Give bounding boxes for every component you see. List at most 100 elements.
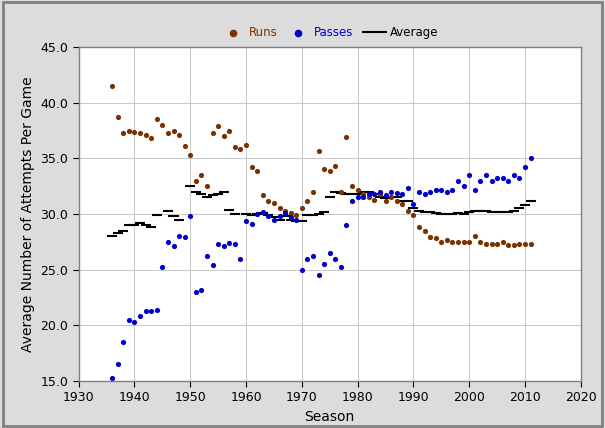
Point — [386, 194, 396, 201]
Point — [141, 307, 151, 314]
Y-axis label: Average Number of Attempts Per Game: Average Number of Attempts Per Game — [21, 76, 35, 352]
Point — [224, 127, 234, 134]
Point — [208, 129, 217, 136]
Point — [526, 155, 535, 162]
Point — [247, 220, 257, 227]
Point — [347, 197, 357, 204]
Point — [247, 164, 257, 171]
Point — [392, 197, 402, 204]
Point — [342, 222, 352, 229]
Point — [375, 188, 385, 195]
Point — [314, 272, 324, 279]
Point — [129, 128, 139, 135]
Point — [498, 238, 508, 245]
Point — [520, 164, 530, 171]
Point — [252, 167, 262, 174]
Point — [425, 234, 435, 241]
Point — [163, 129, 173, 136]
Point — [202, 183, 212, 190]
Point — [297, 266, 307, 273]
Point — [330, 255, 340, 262]
Point — [448, 186, 457, 193]
Point — [509, 172, 518, 178]
Point — [214, 123, 223, 130]
Point — [476, 177, 485, 184]
Point — [146, 135, 156, 142]
Point — [319, 261, 329, 268]
Point — [370, 196, 379, 203]
Point — [185, 213, 195, 220]
Point — [124, 127, 134, 134]
Point — [486, 177, 496, 184]
Point — [269, 199, 279, 206]
Point — [146, 307, 156, 314]
Point — [302, 255, 312, 262]
Point — [347, 183, 357, 190]
Point — [241, 142, 251, 149]
Point — [476, 238, 485, 245]
Point — [453, 177, 463, 184]
Point — [197, 172, 206, 178]
Point — [235, 255, 245, 262]
Point — [152, 306, 162, 313]
Point — [135, 313, 145, 320]
Point — [292, 216, 301, 223]
Point — [264, 197, 273, 204]
Point — [436, 186, 446, 193]
Point — [353, 186, 362, 193]
Point — [336, 188, 345, 195]
Point — [515, 241, 525, 247]
Point — [119, 129, 128, 136]
Point — [503, 242, 513, 249]
Point — [308, 253, 318, 260]
Point — [453, 238, 463, 245]
Point — [486, 241, 496, 247]
Point — [408, 201, 418, 208]
Point — [230, 241, 240, 247]
Point — [459, 183, 468, 190]
Point — [448, 238, 457, 245]
Point — [269, 216, 279, 223]
Point — [157, 122, 167, 128]
Point — [364, 190, 374, 197]
Point — [386, 188, 396, 195]
Point — [302, 197, 312, 204]
Legend: Runs, Passes, Average: Runs, Passes, Average — [221, 26, 438, 39]
Point — [129, 318, 139, 325]
Point — [431, 186, 440, 193]
Point — [325, 250, 335, 256]
Point — [492, 241, 502, 247]
Point — [397, 201, 407, 208]
Point — [230, 144, 240, 151]
Point — [214, 241, 223, 247]
Point — [481, 172, 491, 178]
Point — [314, 147, 324, 154]
Point — [392, 190, 402, 196]
Point — [241, 217, 251, 224]
Point — [191, 177, 201, 184]
Point — [403, 185, 413, 192]
Point — [414, 188, 424, 195]
Point — [336, 264, 345, 271]
Point — [141, 131, 151, 138]
Point — [180, 234, 189, 241]
Point — [174, 131, 184, 138]
Point — [219, 243, 229, 250]
Point — [408, 212, 418, 219]
Point — [107, 83, 117, 89]
Point — [297, 205, 307, 212]
Point — [113, 114, 123, 121]
Point — [425, 188, 435, 195]
Point — [364, 194, 374, 201]
Point — [292, 212, 301, 219]
Point — [219, 133, 229, 140]
Point — [224, 240, 234, 247]
Point — [498, 175, 508, 182]
Point — [381, 197, 390, 204]
Point — [235, 146, 245, 153]
Point — [169, 127, 178, 134]
Point — [280, 207, 290, 214]
Point — [526, 241, 535, 247]
Point — [191, 288, 201, 295]
Point — [119, 339, 128, 345]
